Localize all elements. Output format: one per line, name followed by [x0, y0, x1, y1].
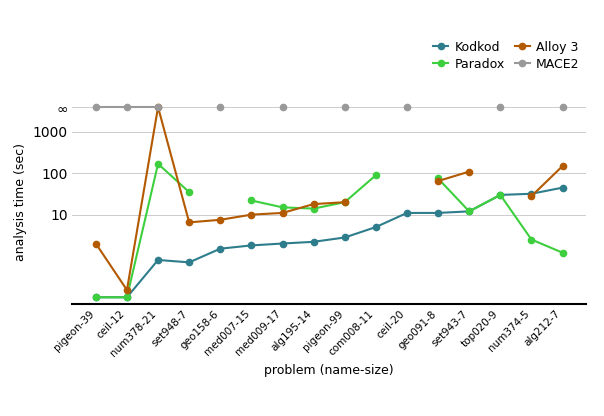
- Kodkod: [434, 210, 442, 215]
- Kodkod: [155, 258, 162, 262]
- Alloy 3: [123, 287, 130, 292]
- Kodkod: [123, 295, 130, 300]
- Alloy 3: [248, 212, 255, 217]
- Alloy 3: [310, 202, 317, 207]
- Kodkod: [92, 295, 100, 300]
- Alloy 3: [279, 210, 286, 215]
- Line: Paradox: Paradox: [92, 161, 192, 300]
- Paradox: [185, 190, 193, 195]
- Kodkod: [279, 241, 286, 246]
- Kodkod: [248, 243, 255, 248]
- Alloy 3: [185, 220, 193, 225]
- Kodkod: [466, 209, 473, 214]
- Kodkod: [217, 246, 224, 251]
- Line: MACE2: MACE2: [92, 104, 161, 110]
- Paradox: [155, 161, 162, 166]
- Alloy 3: [217, 217, 224, 222]
- Y-axis label: analysis time (sec): analysis time (sec): [14, 143, 27, 261]
- Kodkod: [310, 239, 317, 244]
- Paradox: [92, 295, 100, 300]
- Kodkod: [341, 235, 349, 240]
- MACE2: [123, 104, 130, 109]
- Kodkod: [372, 225, 379, 230]
- X-axis label: problem (name-size): problem (name-size): [265, 364, 394, 377]
- Kodkod: [185, 260, 193, 265]
- Kodkod: [496, 193, 504, 198]
- Alloy 3: [341, 200, 349, 205]
- Paradox: [123, 295, 130, 300]
- Kodkod: [559, 185, 566, 190]
- Kodkod: [403, 210, 411, 215]
- MACE2: [155, 104, 162, 109]
- Alloy 3: [155, 104, 162, 109]
- Line: Kodkod: Kodkod: [92, 185, 566, 300]
- Kodkod: [528, 191, 535, 196]
- Line: Alloy 3: Alloy 3: [92, 104, 348, 293]
- Legend: Kodkod, Paradox, Alloy 3, MACE2: Kodkod, Paradox, Alloy 3, MACE2: [434, 41, 580, 71]
- Alloy 3: [92, 241, 100, 246]
- MACE2: [92, 104, 100, 109]
